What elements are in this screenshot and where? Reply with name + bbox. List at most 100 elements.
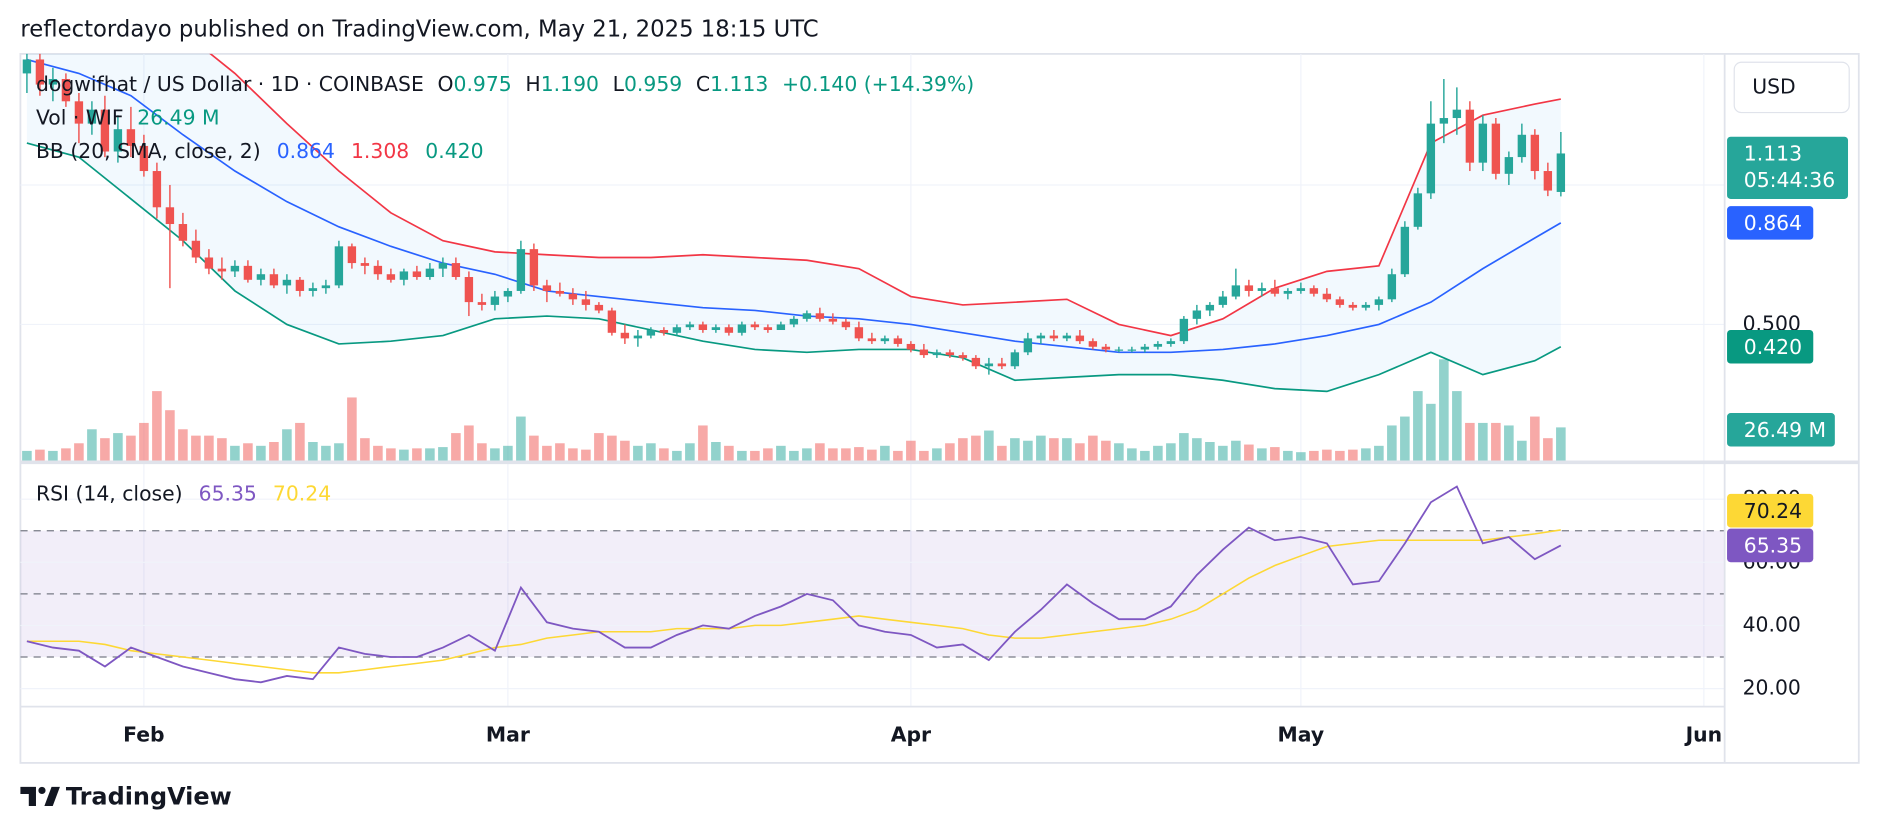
candle-body [997,363,1007,367]
candle-body [74,101,84,124]
candle-body [1491,123,1501,174]
rsi-band [20,530,1725,658]
axis-badge [1727,329,1814,364]
candle-body [48,78,58,85]
bb-line [26,142,1562,393]
bb-basis-value: 0.864 [277,139,335,163]
rsi-pane [20,463,1725,707]
x-tick-label: Apr [891,722,931,746]
currency-button[interactable]: USD [1733,61,1850,114]
candle-body [191,240,201,258]
volume-bar [282,429,292,462]
volume-title: Vol · WIF [36,106,124,130]
open-value: 0.975 [454,72,512,96]
volume-bar [1296,452,1306,462]
candle-body [958,355,968,358]
volume-legend: Vol · WIF 26.49 M [36,106,220,130]
candle-body [1452,109,1462,119]
volume-bar [685,443,695,462]
volume-bar [1426,403,1436,462]
volume-bar [919,450,929,462]
volume-bar [997,445,1007,462]
candle-body [477,302,487,305]
volume-bar [230,445,240,462]
volume-bar [737,450,747,462]
axis-badge-label: 65.35 [1744,534,1802,558]
volume-bar [347,397,357,462]
candle-body [1270,288,1280,294]
volume-bar [1231,440,1241,462]
candle-body [555,290,565,294]
volume-bar [334,443,344,462]
candle-body [217,268,227,272]
bb-title: BB (20, SMA, close, 2) [36,139,261,163]
volume-bar [113,433,123,462]
volume-bar [984,430,994,462]
candle-body [1075,335,1085,342]
volume-bar [607,435,617,462]
volume-bar [906,440,916,462]
candle-body [1127,349,1137,351]
volume-bar [594,433,604,462]
volume-bar [1530,416,1540,462]
volume-bar [1218,445,1228,462]
candle-body [113,129,123,152]
volume-bar [542,445,552,462]
volume-bar [438,447,448,462]
logo-dot [38,786,46,795]
candle-body [22,59,32,74]
candle-body [893,338,903,344]
bb-band-fill [26,53,1561,392]
volume-bar [204,435,214,462]
candle-body [659,330,669,333]
volume-bar [1192,438,1202,462]
axis-badge-label: 0.420 [1744,335,1802,359]
candle-body [1296,288,1306,291]
candle-body [334,246,344,286]
candle-body [1088,341,1098,347]
candle-body [1036,335,1046,339]
candle-body [789,318,799,325]
candle-body [1244,285,1254,291]
candle-body [438,263,448,269]
volume-bar [854,447,864,462]
candle-body [451,263,461,278]
candle-body [1283,290,1293,294]
axis-badge-label: 0.864 [1744,211,1802,235]
symbol: dogwifhat / US Dollar · 1D · COINBASE [36,72,424,96]
close-key: C [696,72,710,96]
candle-body [737,324,747,333]
volume-bar [802,448,812,462]
candle-body [1010,352,1020,367]
candle-body [1257,288,1267,291]
candle-body [1335,299,1345,305]
volume-bar [958,438,968,462]
volume-bar [1491,422,1501,462]
axis-badge-label: 70.24 [1744,499,1802,523]
publisher-line: reflectordayo published on TradingView.c… [20,16,818,42]
high-key: H [525,72,540,96]
candle-body [633,335,643,339]
axis-badge [1727,413,1835,447]
volume-bar [841,448,851,462]
currency-button-box[interactable] [1733,61,1850,114]
candle-body [542,285,552,291]
volume-bar [35,449,45,462]
volume-bar [880,445,890,462]
candle-body [1530,134,1540,172]
volume-bar [321,445,331,462]
candle-body [269,274,279,286]
volume-bar [789,450,799,462]
close-value: 1.113 [710,72,768,96]
volume-bar [568,448,578,462]
candle-body [1465,109,1475,163]
volume-bar [1153,445,1163,462]
volume-bar [1023,440,1033,462]
currency-label[interactable]: USD [1752,74,1795,98]
candle-body [932,352,942,356]
candle-body [178,224,188,241]
candle-body [1205,304,1215,311]
axis-badge [1727,528,1814,563]
